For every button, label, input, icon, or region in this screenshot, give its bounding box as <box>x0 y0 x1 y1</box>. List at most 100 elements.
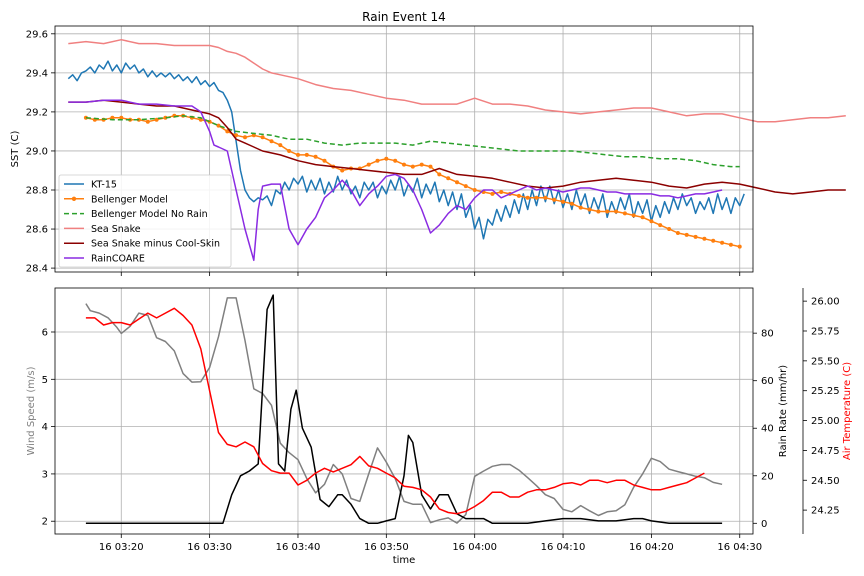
series-point <box>145 119 150 124</box>
legend-label: Bellenger Model <box>91 194 168 205</box>
series-point <box>163 115 168 120</box>
series-point <box>313 154 318 159</box>
series-point <box>384 156 389 161</box>
series-line-air-temperature <box>85 307 705 515</box>
time-tick-label: 16 03:50 <box>364 542 409 553</box>
series-point <box>119 115 124 120</box>
series-point <box>428 164 433 169</box>
series-point <box>702 236 707 241</box>
series-point <box>216 123 221 128</box>
series-point <box>375 158 380 163</box>
series-point <box>711 238 716 243</box>
sst-y-tick-label: 29.6 <box>26 29 48 40</box>
series-point <box>234 133 239 138</box>
sst-series <box>67 38 846 262</box>
rain-tick-label: 40 <box>761 424 774 435</box>
series-line-sea-snake <box>68 38 846 123</box>
air-temp-tick-label: 24.75 <box>811 446 840 457</box>
series-point <box>534 195 539 200</box>
series-point <box>640 215 645 220</box>
series-line-kt-15 <box>67 60 745 240</box>
time-tick-label: 16 03:40 <box>276 542 321 553</box>
sst-y-tick-label: 29.2 <box>26 107 48 118</box>
rain-tick-label: 0 <box>761 519 767 530</box>
legend-label: Sea Snake minus Cool-Skin <box>91 239 220 250</box>
met-gridlines <box>55 288 753 534</box>
series-point <box>410 164 415 169</box>
series-point <box>605 209 610 214</box>
series-line-raincoare <box>68 99 723 262</box>
chart-title: Rain Event 14 <box>362 10 446 24</box>
series-point <box>225 129 230 134</box>
series-point <box>446 176 451 181</box>
series-point <box>587 207 592 212</box>
legend-label: RainCOARE <box>91 254 145 265</box>
series-point <box>667 227 672 231</box>
time-tick-label: 16 04:10 <box>541 542 586 553</box>
series-point <box>278 143 283 148</box>
sst-plot-frame <box>54 25 754 273</box>
series-point <box>393 158 398 163</box>
series-point <box>472 188 477 192</box>
met-series <box>85 294 723 525</box>
time-tick-label: 16 04:00 <box>452 542 497 553</box>
series-point <box>366 162 371 167</box>
series-point <box>658 223 663 228</box>
time-tick-label: 16 03:20 <box>99 542 144 553</box>
time-axis-label: time <box>393 555 416 566</box>
series-point <box>728 242 733 247</box>
series-line-bellenger-model-no-rain <box>85 115 740 168</box>
series-point <box>287 149 292 153</box>
sst-y-tick-label: 28.4 <box>26 264 48 275</box>
series-point <box>684 232 689 237</box>
wind-tick-label: 5 <box>42 375 48 386</box>
rain-tick-label: 60 <box>761 376 774 387</box>
series-point <box>499 190 504 194</box>
air-temp-tick-label: 25.75 <box>811 326 840 337</box>
legend-label: KT-15 <box>91 180 117 191</box>
series-point <box>552 197 557 202</box>
time-tick-label: 16 04:20 <box>629 542 674 553</box>
met-plot-frame <box>54 287 754 535</box>
series-point <box>490 191 495 196</box>
series-point <box>569 201 574 206</box>
sst-y-axis-label: SST (C) <box>10 131 21 168</box>
wind-tick-label: 3 <box>42 469 48 480</box>
series-point <box>260 135 265 140</box>
sst-y-tick-label: 28.6 <box>26 225 48 236</box>
legend-label: Sea Snake <box>91 224 141 235</box>
series-point <box>561 199 565 204</box>
series-point <box>622 211 627 216</box>
series-point <box>243 135 247 140</box>
air-temp-tick-label: 25.25 <box>811 386 840 397</box>
wind-speed-axis-label: Wind Speed (m/s) <box>26 366 37 455</box>
series-point <box>154 117 159 122</box>
wind-tick-label: 2 <box>42 517 48 528</box>
air-temp-axis: 24.25 24.50 24.75 25.00 25.25 25.50 25.75 26.00 <box>803 297 840 517</box>
series-point <box>269 139 274 144</box>
series-point <box>631 213 636 218</box>
series-point <box>340 168 345 173</box>
series-point <box>251 133 256 138</box>
series-point <box>304 152 309 157</box>
series-point <box>693 234 698 239</box>
rain-tick-label: 20 <box>761 471 774 482</box>
legend-box <box>58 174 232 268</box>
sst-x-axis <box>120 272 741 276</box>
series-line-rain-rate <box>85 294 723 525</box>
sst-y-axis: 28.4 28.6 28.8 29.0 29.2 29.4 29.6 <box>26 29 55 275</box>
sst-y-tick-label: 28.8 <box>26 186 48 197</box>
series-point <box>296 152 300 157</box>
rain-rate-axis: 0 20 40 60 80 <box>753 329 774 530</box>
air-temp-tick-label: 25.50 <box>811 356 840 367</box>
series-point <box>322 158 327 163</box>
series-point <box>578 205 583 210</box>
air-temp-axis-label: Air Temperature (C) <box>842 362 853 460</box>
series-point <box>543 195 548 200</box>
series-point <box>419 162 424 167</box>
wind-tick-label: 6 <box>42 327 48 338</box>
air-temp-tick-label: 25.00 <box>811 416 840 427</box>
series-point <box>614 209 619 214</box>
time-tick-label: 16 03:30 <box>187 542 232 553</box>
